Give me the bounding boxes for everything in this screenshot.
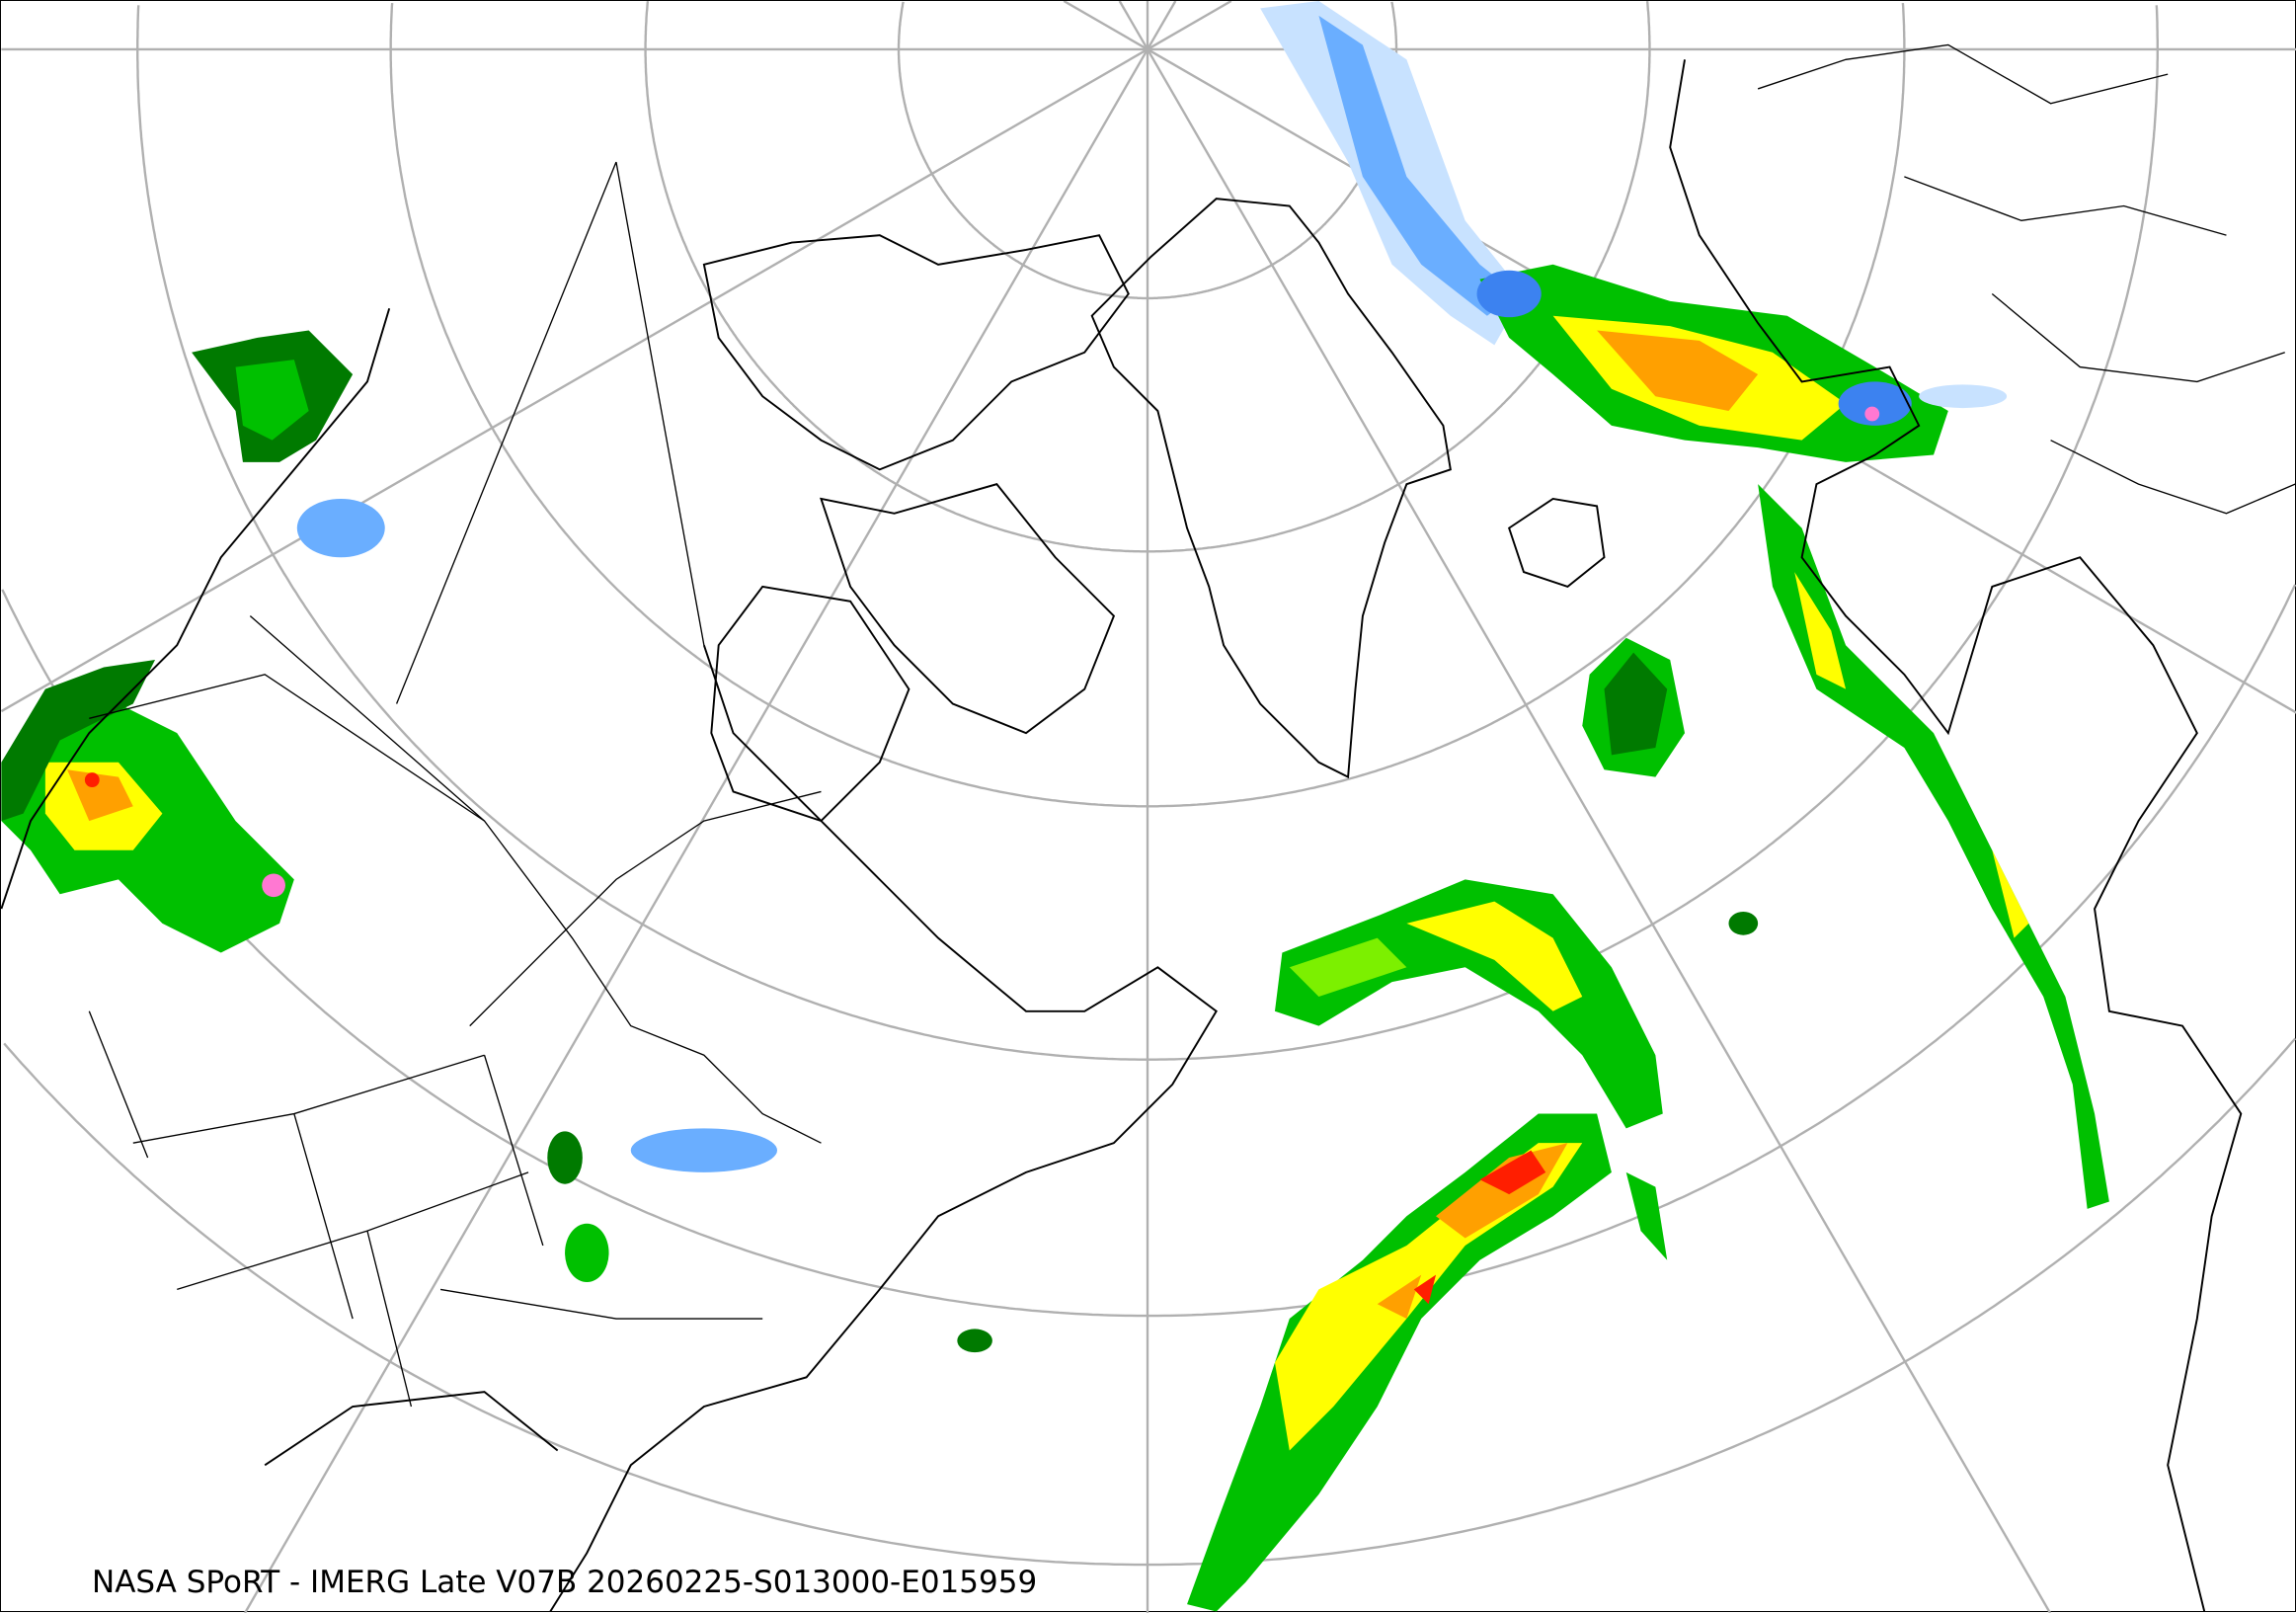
precip-frontal-band (1187, 1113, 1612, 1612)
iceland-coast (1507, 497, 1606, 588)
precip-red-cell (84, 772, 100, 787)
precip-mid-atlantic-light (1289, 937, 1407, 997)
precip-band-east (1625, 1171, 1668, 1260)
us-canada-border (89, 674, 822, 1144)
meridian-line (1146, 1, 1177, 50)
precip-alaska-green (235, 360, 309, 441)
precip-pacific-nw-orange (67, 769, 133, 822)
north-america-coast (1, 308, 1218, 1613)
map-caption: NASA SPoRT - IMERG Late V07B 20260225-S0… (92, 1565, 1038, 1600)
precip-small (547, 1131, 583, 1184)
europe-coast (1669, 59, 2243, 1612)
latitude-circle (644, 1, 1651, 553)
meridian-line (244, 48, 1149, 1613)
precip-pink-cell (1864, 406, 1880, 422)
hudson-bay-coast (710, 585, 910, 823)
greenland-coast (1090, 198, 1452, 779)
precip-small (565, 1223, 609, 1283)
precip-iceland-dark (1604, 652, 1668, 756)
meridian-line (1, 47, 1148, 713)
precip-pink-cell (262, 873, 285, 898)
precip-great-lakes (630, 1128, 777, 1172)
precip-frontal-red (1413, 1150, 1546, 1305)
precip-small (957, 1329, 992, 1353)
precip-light-patch (296, 498, 385, 558)
precip-streak-arctic-core (1318, 15, 1517, 316)
precip-north-atlantic-orange (1597, 330, 1759, 412)
latitude-circle (389, 2, 1906, 808)
precip-small (1728, 911, 1759, 935)
state-borders (88, 161, 822, 1408)
precip-blue-cell (1838, 381, 1912, 426)
precip-frontal-yellow (1274, 1143, 1583, 1451)
precipitation-layer (1, 1, 2109, 1612)
meridian-line (1146, 48, 2052, 1613)
precip-scandinavia-blue (1919, 384, 2008, 409)
coastlines (1, 59, 2243, 1613)
precip-mid-atlantic-yellow (1406, 901, 1583, 1011)
precip-norway-band (1758, 484, 2109, 1209)
meridian-line (1063, 1, 1148, 50)
precip-blue-cell (1476, 270, 1542, 318)
latitude-circle (136, 5, 2159, 1061)
europe-borders (1757, 43, 2296, 515)
latitude-circle (3, 1037, 2296, 1567)
meridian-line (1147, 1, 1232, 50)
precip-pacific-dark (1, 660, 156, 822)
arctic-islands-coast (702, 234, 1130, 735)
precip-norway-yellow (1794, 572, 2029, 938)
meridian-line (1118, 1, 1149, 50)
political-borders (88, 43, 2296, 1408)
